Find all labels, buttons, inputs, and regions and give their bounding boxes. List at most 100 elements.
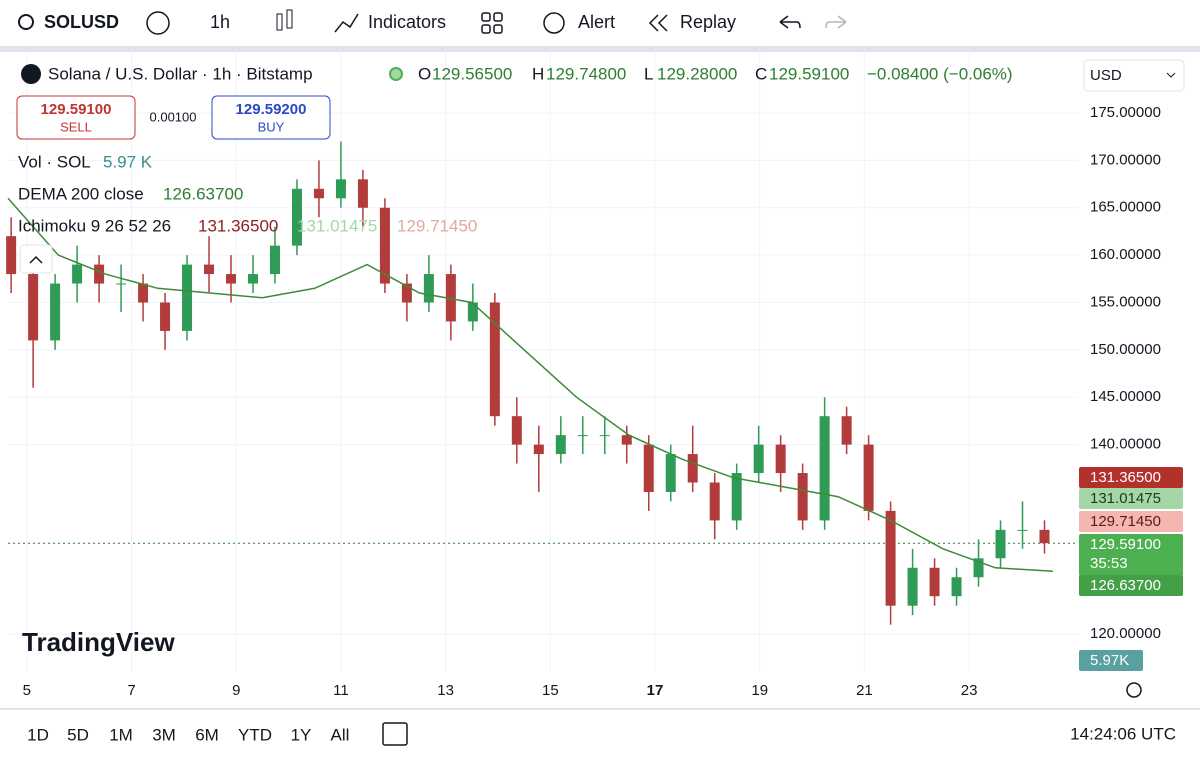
candle-body <box>226 274 237 284</box>
axis-settings[interactable] <box>1126 682 1142 698</box>
candle-body <box>379 207 390 284</box>
candle-body <box>511 416 522 445</box>
ohlc-value: 129.59100 <box>769 64 849 83</box>
candle-body <box>973 558 984 578</box>
ohlc-label: O <box>418 64 431 83</box>
y-tick-label: 155.00000 <box>1090 293 1161 310</box>
x-tick-label: 15 <box>542 682 559 699</box>
price-badge-label: 5.97K <box>1090 652 1129 669</box>
range-button[interactable]: YTD <box>238 725 272 744</box>
price-badge-label: 126.63700 <box>1090 577 1161 594</box>
candle-body <box>775 444 786 474</box>
candle-body <box>50 283 61 341</box>
candle-body <box>665 454 676 492</box>
sell-label[interactable]: SELL <box>60 119 92 134</box>
price-badge <box>1079 575 1183 596</box>
buy-price[interactable]: 129.59200 <box>236 101 307 118</box>
plot <box>6 50 1078 672</box>
price-badge-label: 131.36500 <box>1090 469 1161 486</box>
candle-body <box>753 444 764 474</box>
range-button[interactable]: 3M <box>152 725 176 744</box>
candle-body <box>160 302 171 331</box>
candle-body <box>335 179 346 199</box>
ohlc-value: 129.28000 <box>657 64 737 83</box>
range-button[interactable]: 6M <box>195 725 219 744</box>
x-tick-label: 5 <box>23 682 31 699</box>
price-badges: 131.36500 131.01475 129.71450 129.59100 35:5… <box>1079 467 1183 671</box>
buy-label[interactable]: BUY <box>258 119 285 134</box>
replay-button[interactable]: Replay <box>680 12 736 32</box>
ohlc-value: 129.74800 <box>546 64 626 83</box>
ohlc-label: H <box>532 64 544 83</box>
indicators-button[interactable]: Indicators <box>368 12 446 32</box>
candle-body <box>138 283 149 303</box>
candle-body <box>907 567 918 606</box>
currency[interactable]: USD <box>1090 67 1122 84</box>
candle-body <box>94 264 105 284</box>
candle-body <box>116 283 127 285</box>
symbol[interactable]: SOLUSD <box>44 12 119 32</box>
candle-body <box>709 482 720 521</box>
buy-button[interactable] <box>211 95 331 140</box>
indicator-value: 131.36500 <box>198 216 278 235</box>
x-tick-label: 11 <box>333 682 349 699</box>
chart-type-icon[interactable] <box>276 13 283 31</box>
candle-body <box>643 444 654 492</box>
price-badge <box>1079 511 1183 532</box>
collapse-legend[interactable] <box>19 244 53 274</box>
x-tick-label: 21 <box>856 682 873 699</box>
x-tick-label: 9 <box>232 682 240 699</box>
x-tick-label: 7 <box>127 682 135 699</box>
range-button[interactable]: 1M <box>109 725 133 744</box>
x-tick-label: 17 <box>647 682 664 699</box>
interval[interactable]: 1h <box>210 12 230 32</box>
spread: 0.00100 <box>150 109 197 124</box>
logo: TradingView <box>22 627 175 657</box>
sell-button[interactable] <box>16 95 136 140</box>
range-button[interactable]: All <box>331 725 350 744</box>
indicator-value: 126.63700 <box>163 184 243 203</box>
ohlc-value: 129.56500 <box>432 64 512 83</box>
candle-body <box>1039 529 1050 544</box>
dropdown-arrow <box>1166 72 1176 78</box>
price-badge-sub: 35:53 <box>1090 555 1128 572</box>
indicator-value: 129.71450 <box>397 216 477 235</box>
candle-body <box>423 274 434 303</box>
y-tick-label: 165.00000 <box>1090 199 1161 216</box>
y-tick-label: 140.00000 <box>1090 436 1161 453</box>
candle-body <box>357 179 368 208</box>
range-button[interactable]: 1D <box>27 725 49 744</box>
search-icon[interactable] <box>18 14 34 30</box>
alert-button[interactable]: Alert <box>578 12 615 32</box>
x-tick-label: 23 <box>961 682 978 699</box>
candle-body <box>995 529 1006 559</box>
symbol-logo <box>21 64 41 84</box>
candle-body <box>951 577 962 597</box>
redo[interactable] <box>825 15 847 29</box>
undo[interactable] <box>779 15 801 29</box>
candle-body <box>885 510 896 606</box>
price-badge-label: 131.01475 <box>1090 490 1161 507</box>
indicator-value: 5.97 K <box>103 152 153 171</box>
candle-body <box>841 416 852 445</box>
x-tick-label: 19 <box>751 682 768 699</box>
legend-title: Solana / U.S. Dollar · 1h · Bitstamp <box>48 64 313 83</box>
candle-body <box>533 444 544 455</box>
candle-body <box>182 264 193 331</box>
indicator-value: 131.01475 <box>297 216 377 235</box>
goto-date[interactable] <box>382 722 408 746</box>
add-symbol[interactable] <box>146 11 170 35</box>
candle-body <box>731 473 742 521</box>
market-status <box>389 67 403 81</box>
candle-body <box>1017 529 1028 531</box>
candle-body <box>28 274 39 341</box>
range-button[interactable]: 5D <box>67 725 89 744</box>
indicator-name: Vol · SOL <box>18 152 91 171</box>
range-button[interactable]: 1Y <box>291 725 312 744</box>
sell-price[interactable]: 129.59100 <box>41 101 112 118</box>
layouts-icon[interactable] <box>481 12 503 34</box>
currency-select[interactable] <box>1083 59 1185 92</box>
candle-body <box>687 454 698 483</box>
